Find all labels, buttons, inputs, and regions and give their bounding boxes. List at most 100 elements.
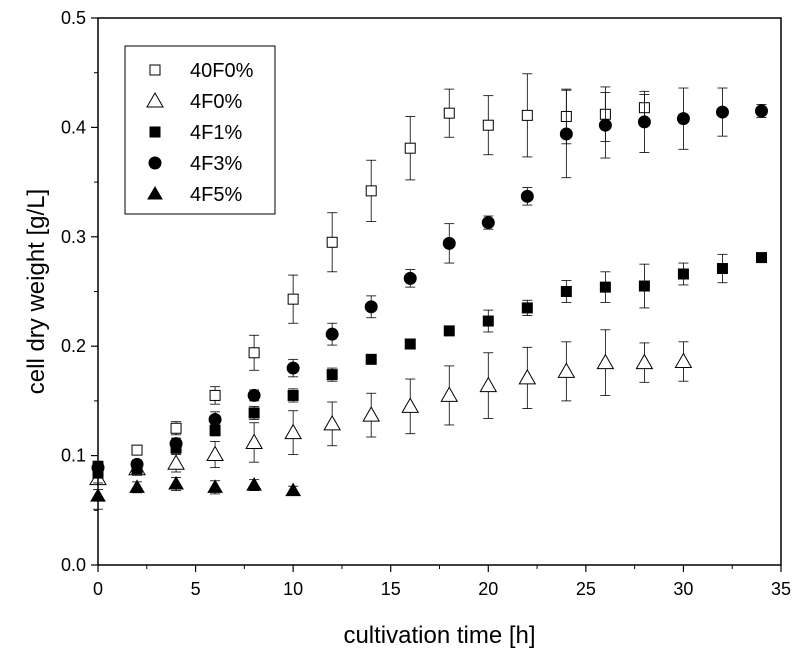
data-point <box>481 216 495 230</box>
data-point <box>207 479 223 493</box>
legend-marker <box>147 186 163 200</box>
data-point <box>131 444 143 456</box>
data-point <box>715 105 729 119</box>
data-point <box>248 347 260 359</box>
legend-label: 4F1% <box>190 122 242 144</box>
data-point <box>287 293 299 305</box>
series-2 <box>92 252 767 479</box>
legend-label: 4F3% <box>190 153 242 175</box>
data-point <box>638 280 650 292</box>
plot-area <box>89 73 768 510</box>
data-point <box>677 268 689 280</box>
data-point <box>557 362 576 378</box>
x-tick-label: 35 <box>771 579 791 599</box>
data-point <box>401 397 420 413</box>
data-point <box>716 263 728 275</box>
data-point <box>169 437 183 451</box>
data-point <box>596 353 615 370</box>
x-tick-label: 0 <box>93 579 103 599</box>
data-point <box>518 368 537 385</box>
y-tick-label: 0.0 <box>61 555 86 575</box>
data-point <box>559 127 573 141</box>
y-tick-label: 0.3 <box>61 227 86 247</box>
series-1 <box>89 329 693 490</box>
data-point <box>209 389 221 401</box>
data-point <box>326 369 338 381</box>
data-point <box>286 361 300 375</box>
data-point <box>362 406 381 422</box>
data-point <box>284 423 303 440</box>
data-point <box>674 352 693 369</box>
legend-label: 40F0% <box>190 60 254 82</box>
data-point <box>325 327 339 341</box>
legend-label: 4F5% <box>190 184 242 206</box>
data-point <box>440 386 459 402</box>
data-point <box>482 119 494 131</box>
data-point <box>247 388 261 402</box>
series-4 <box>90 476 302 510</box>
data-point <box>364 300 378 314</box>
legend-entry: 4F1% <box>149 122 242 144</box>
data-point <box>323 414 342 431</box>
data-point <box>479 376 498 393</box>
x-axis-title: cultivation time [h] <box>343 622 535 649</box>
data-point <box>754 104 768 118</box>
legend: 40F0% 4F0% 4F1% 4F3% 4F5% <box>124 45 276 215</box>
axes: 0 5 10 15 20 25 30 35 0.0 0.1 0.2 0.3 0.4 0.5 <box>61 8 791 599</box>
data-point <box>635 353 654 370</box>
data-point <box>637 115 651 129</box>
data-point <box>285 482 302 497</box>
data-point <box>598 118 612 132</box>
legend-marker <box>149 126 161 138</box>
data-point <box>326 236 338 248</box>
legend-entry: 4F3% <box>148 153 242 175</box>
x-tick-label: 30 <box>673 579 693 599</box>
data-point <box>208 412 222 426</box>
data-point <box>443 107 455 119</box>
data-point <box>248 407 260 419</box>
series-3 <box>91 87 768 475</box>
data-point <box>167 454 185 470</box>
x-tick-label: 15 <box>381 579 401 599</box>
data-point <box>206 445 224 462</box>
legend-entry: 4F5% <box>147 184 242 206</box>
x-tick-label: 20 <box>478 579 498 599</box>
data-point <box>365 185 377 197</box>
data-point <box>246 477 262 491</box>
legend-marker <box>148 156 162 170</box>
data-point <box>482 315 494 327</box>
data-point <box>403 271 417 285</box>
legend-entry: 4F0% <box>146 91 242 113</box>
data-point <box>520 189 534 203</box>
y-axis-title: cell dry weight [g/L] <box>23 189 50 394</box>
data-point <box>676 112 690 126</box>
data-point <box>404 142 416 154</box>
y-tick-label: 0.1 <box>61 446 86 466</box>
data-point <box>521 109 533 121</box>
data-point <box>755 252 767 264</box>
legend-entry: 40F0% <box>149 60 254 82</box>
data-point <box>245 433 263 449</box>
data-point <box>599 281 611 293</box>
legend-marker <box>146 91 164 108</box>
data-point <box>560 286 572 297</box>
legend-marker <box>149 64 161 76</box>
y-tick-label: 0.2 <box>61 336 86 356</box>
data-point <box>442 236 456 250</box>
x-tick-label: 10 <box>283 579 303 599</box>
legend-label: 4F0% <box>190 91 242 113</box>
data-point <box>365 353 377 365</box>
x-tick-label: 25 <box>576 579 596 599</box>
data-point <box>168 476 184 490</box>
y-tick-label: 0.5 <box>61 8 86 28</box>
x-tick-label: 5 <box>191 579 201 599</box>
data-point <box>521 302 533 314</box>
data-point <box>443 325 455 337</box>
data-point <box>130 457 144 471</box>
data-point <box>404 338 416 350</box>
data-point <box>129 479 145 493</box>
data-point <box>287 389 299 401</box>
data-point <box>170 422 182 434</box>
y-tick-label: 0.4 <box>61 117 86 137</box>
